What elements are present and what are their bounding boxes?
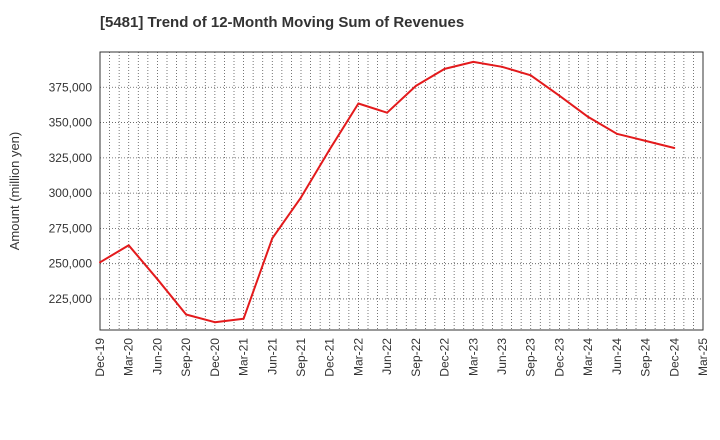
x-tick-label: Sep-23 <box>524 338 538 377</box>
data-point <box>328 148 331 151</box>
y-tick-label: 225,000 <box>49 292 93 306</box>
data-point <box>587 115 590 118</box>
x-tick-label: Sep-24 <box>639 338 653 377</box>
x-tick-label: Dec-22 <box>438 338 452 377</box>
x-tick-label: Jun-20 <box>150 338 164 375</box>
x-tick-label: Jun-24 <box>610 338 624 375</box>
data-point <box>213 321 216 324</box>
x-tick-label: Jun-23 <box>495 338 509 375</box>
plot-area <box>100 52 703 330</box>
y-tick-label: 275,000 <box>49 221 93 235</box>
data-point <box>615 132 618 135</box>
y-tick-label: 250,000 <box>49 257 93 271</box>
y-tick-label: 325,000 <box>49 151 93 165</box>
x-tick-label: Dec-20 <box>208 338 222 377</box>
data-point <box>242 317 245 320</box>
data-point <box>443 67 446 70</box>
data-point <box>386 111 389 114</box>
y-tick-label: 300,000 <box>49 186 93 200</box>
data-point <box>127 244 130 247</box>
data-point <box>300 196 302 199</box>
y-axis-title: Amount (million yen) <box>7 132 22 251</box>
x-tick-label: Jun-22 <box>380 338 394 375</box>
x-tick-label: Mar-24 <box>581 338 595 376</box>
chart-title: [5481] Trend of 12-Month Moving Sum of R… <box>100 14 465 31</box>
data-point <box>271 237 274 240</box>
data-point <box>156 278 159 281</box>
data-point <box>644 139 647 142</box>
x-tick-label: Mar-25 <box>696 338 710 376</box>
x-tick-label: Mar-20 <box>122 338 136 376</box>
data-point <box>414 84 417 87</box>
y-tick-label: 375,000 <box>49 80 93 94</box>
x-tick-label: Sep-21 <box>294 338 308 377</box>
x-tick-label: Sep-20 <box>179 338 193 377</box>
x-tick-label: Sep-22 <box>409 338 423 377</box>
data-point <box>185 313 188 316</box>
x-tick-label: Mar-21 <box>237 338 251 376</box>
data-point <box>558 94 561 97</box>
x-tick-label: Dec-23 <box>552 338 566 377</box>
data-point <box>472 60 475 63</box>
data-point <box>673 146 676 149</box>
x-tick-label: Mar-23 <box>466 338 480 376</box>
data-point <box>99 261 101 264</box>
data-point <box>501 65 503 68</box>
x-tick-label: Dec-19 <box>93 338 107 377</box>
data-point <box>357 102 360 105</box>
x-tick-label: Jun-21 <box>265 338 279 375</box>
data-point <box>529 74 532 77</box>
plot-frame <box>99 51 704 331</box>
y-tick-label: 350,000 <box>49 116 93 130</box>
x-tick-label: Dec-21 <box>323 338 337 377</box>
x-tick-label: Mar-22 <box>351 338 365 376</box>
x-tick-label: Dec-24 <box>667 338 681 377</box>
